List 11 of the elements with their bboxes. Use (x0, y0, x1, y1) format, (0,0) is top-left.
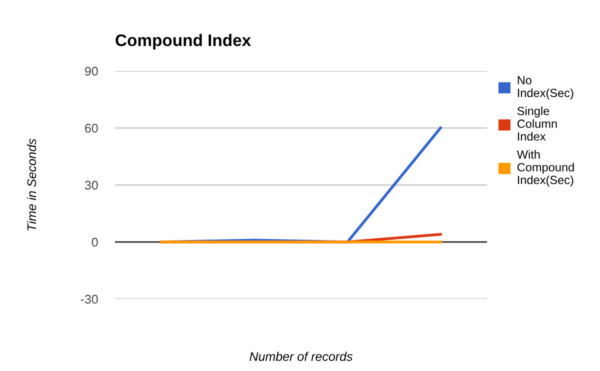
y-tick-label: 0 (92, 238, 98, 247)
y-tick-label: 60 (85, 124, 98, 133)
y-tick-label: 90 (85, 66, 98, 76)
y-tick-label: -30 (80, 294, 98, 304)
chart-title: Compound Index (116, 34, 251, 50)
legend-label: No Index(Sec) (518, 76, 574, 100)
y-axis-title: Time in Seconds (26, 138, 36, 230)
legend-label: With Compound Index(Sec) (516, 150, 574, 186)
x-axis-title: Number of records (250, 352, 353, 361)
legend-label: Single Column Index (517, 106, 557, 141)
y-tick-label: 30 (84, 180, 98, 190)
